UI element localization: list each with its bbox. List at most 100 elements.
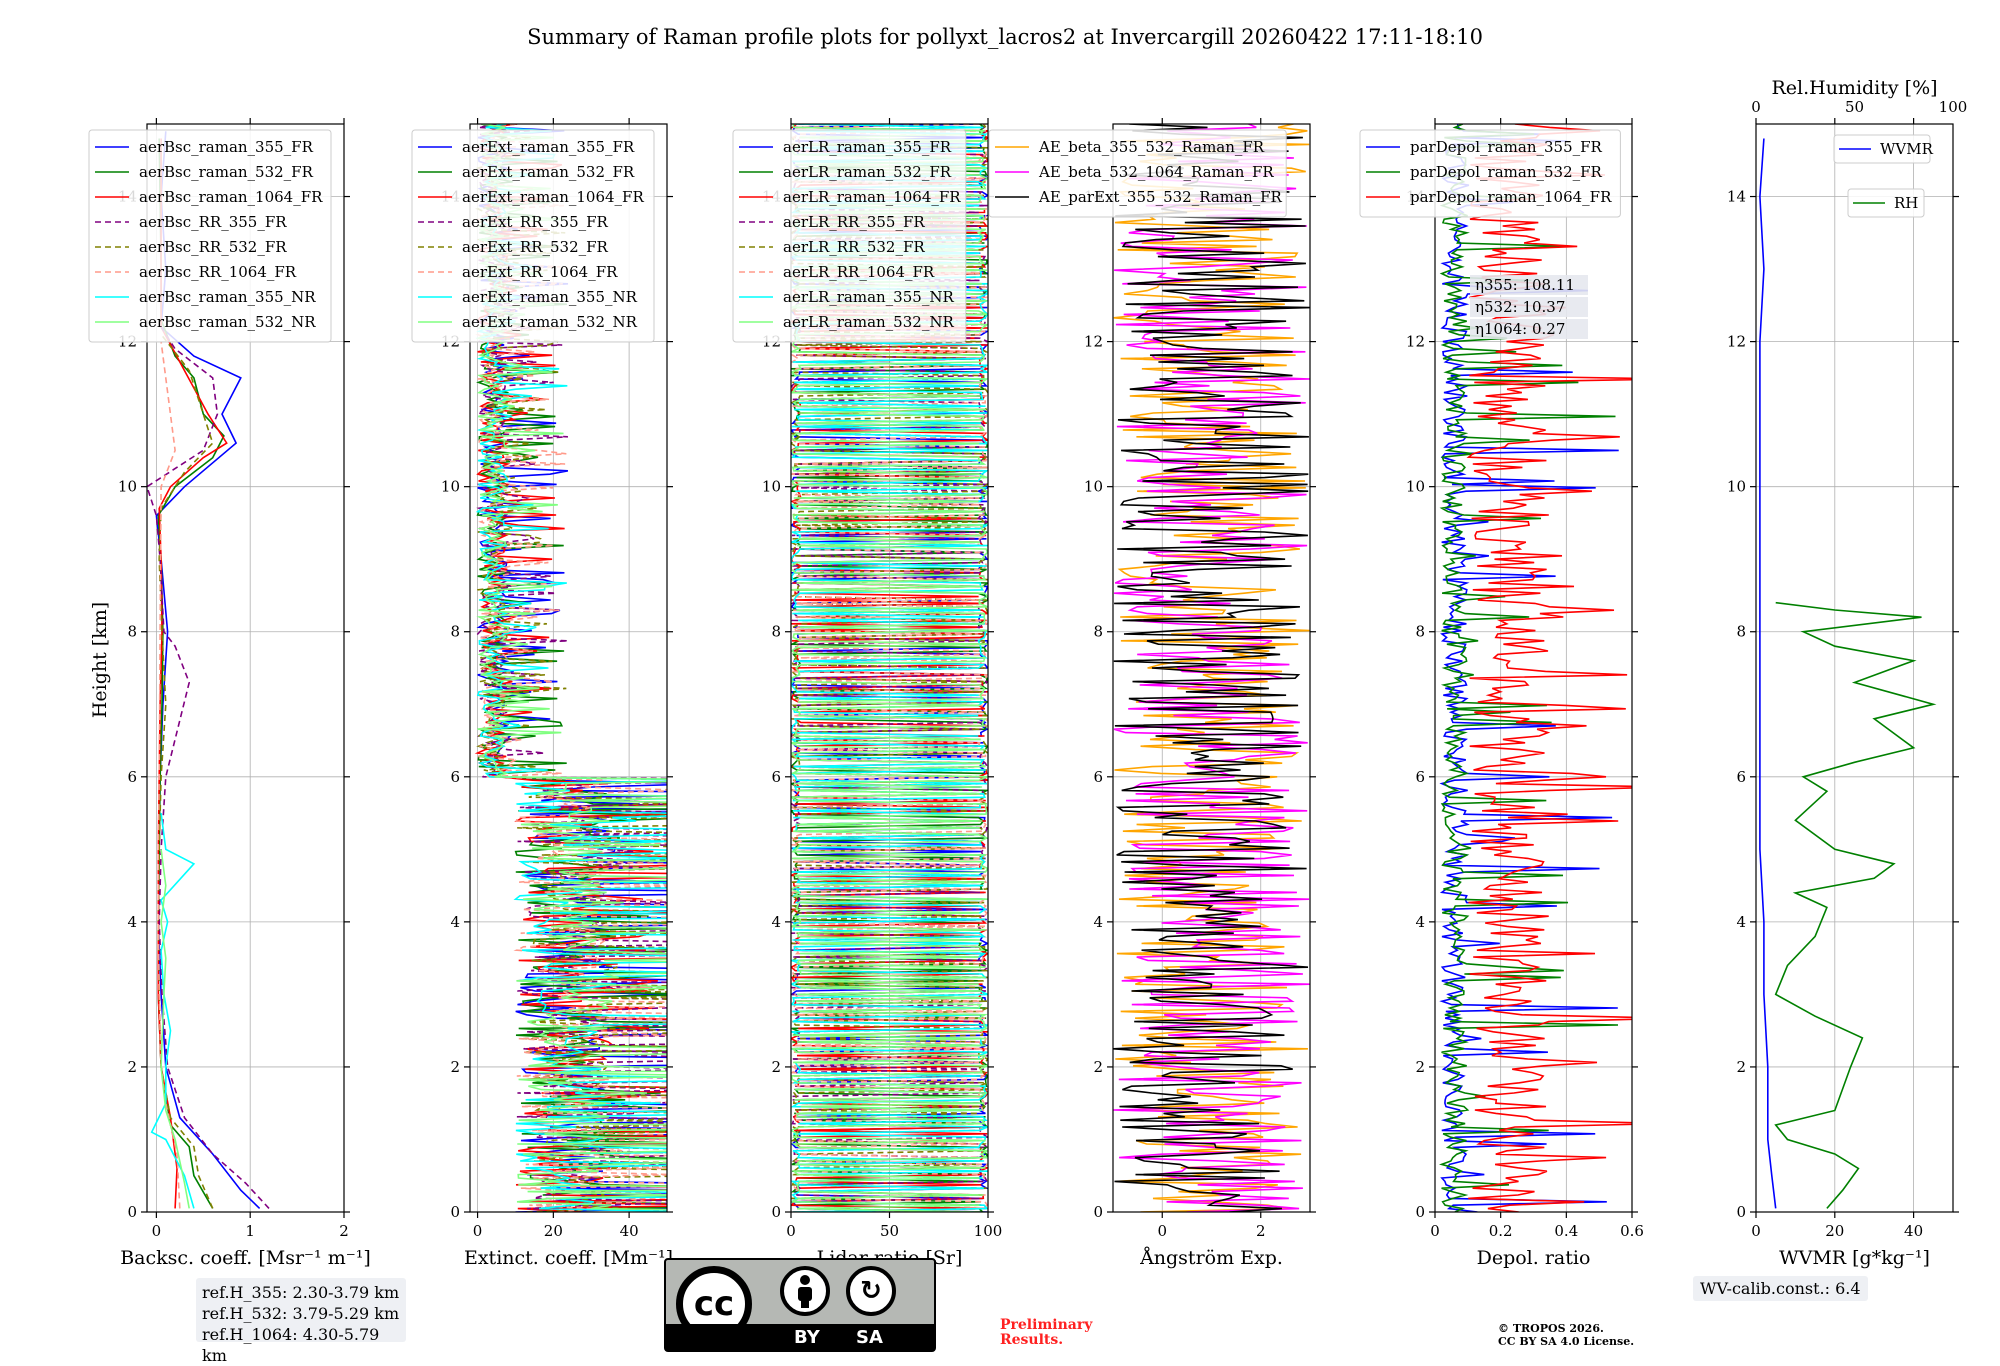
top-tick-label: 0: [1751, 98, 1761, 116]
legend: parDepol_raman_355_FR parDepol_raman_532_…: [1359, 129, 1621, 218]
legend-label: aerExt_raman_355_FR: [462, 138, 635, 156]
y-tick-label: 2: [1415, 1058, 1425, 1076]
y-tick-label: 4: [1736, 913, 1746, 931]
legend-label: aerLR_RR_1064_FR: [783, 263, 935, 281]
legend-label: RH: [1894, 194, 1918, 212]
x-tick-label: 0: [152, 1222, 162, 1240]
wv-calibration-box: WV-calib.const.: 6.4: [1693, 1276, 1868, 1301]
legend-label: aerBsc_raman_355_NR: [139, 288, 316, 306]
x-tick-label: 40: [620, 1222, 639, 1240]
legend: aerLR_raman_355_FR aerLR_raman_532_FR aerL…: [732, 129, 967, 343]
attribution-person-icon: [780, 1266, 830, 1316]
y-tick-label: 4: [771, 913, 781, 931]
y-tick-label: 0: [771, 1203, 781, 1221]
preliminary-notice: Preliminary Results.: [1000, 1318, 1092, 1348]
y-tick-label: 6: [1736, 768, 1746, 786]
y-tick-label: 0: [1093, 1203, 1103, 1221]
legend-label: aerLR_raman_355_FR: [783, 138, 952, 156]
plot-area: [1113, 124, 1310, 1212]
y-tick-label: 8: [127, 623, 137, 641]
legend-label: aerBsc_raman_1064_FR: [139, 188, 323, 206]
legend-label: aerLR_raman_532_NR: [783, 313, 954, 331]
legend-box: [88, 129, 332, 343]
axes-frame: [146, 123, 345, 1213]
legend-label: aerBsc_RR_1064_FR: [139, 263, 297, 281]
y-tick-label: 6: [127, 768, 137, 786]
series-line-AE_parExt_355_532_Raman_FR: [1113, 124, 1310, 1212]
legend: AE_beta_355_532_Raman_FR AE_beta_532_1064…: [988, 129, 1287, 218]
x-tick-label: 40: [1904, 1222, 1923, 1240]
top-tick-label: 100: [1939, 98, 1968, 116]
series-line-aerBsc_RR_1064_FR: [157, 341, 181, 1209]
series-line-aerLR_raman_355_NR: [791, 124, 988, 1212]
panel-angstrom: 0246810121402Ångström Exp.AE_beta_355_53…: [988, 118, 1316, 1269]
legend-label: aerBsc_raman_532_FR: [139, 163, 314, 181]
y-tick-label: 4: [1415, 913, 1425, 931]
legend-label: aerBsc_raman_355_FR: [139, 138, 314, 156]
cc-badge-bar: [666, 1324, 934, 1350]
y-tick-label: 12: [1084, 333, 1103, 351]
legend-label: aerLR_raman_532_FR: [783, 163, 952, 181]
series-line-parDepol_raman_532_FR: [1438, 124, 1619, 1212]
x-tick-label: 0.4: [1554, 1222, 1578, 1240]
x-tick-label: 2: [1256, 1222, 1266, 1240]
y-tick-label: 6: [450, 768, 460, 786]
y-axis-label: Height [km]: [89, 602, 111, 718]
legend-label: aerBsc_raman_532_NR: [139, 313, 316, 331]
y-tick-label: 8: [1415, 623, 1425, 641]
y-tick-label: 0: [450, 1203, 460, 1221]
legend-label: aerBsc_RR_532_FR: [139, 238, 287, 256]
panel-extinction: 0246810121402040Extinct. coeff. [Mm⁻¹]ae…: [411, 118, 673, 1269]
panel-backscatter: 02468101214012Backsc. coeff. [Msr⁻¹ m⁻¹]…: [88, 118, 371, 1269]
y-tick-label: 6: [1415, 768, 1425, 786]
copyright-line-1: © TROPOS 2026.: [1498, 1322, 1604, 1335]
y-tick-label: 4: [1093, 913, 1103, 931]
plot-area: [1759, 138, 1937, 1209]
legend-label: WVMR: [1880, 140, 1934, 158]
eta-label: η355: 108.11: [1475, 276, 1575, 294]
y-tick-label: 8: [1736, 623, 1746, 641]
y-tick-label: 10: [1727, 478, 1746, 496]
series-line-aerBsc_raman_355_NR: [150, 812, 196, 1209]
legend-label: aerExt_RR_355_FR: [462, 213, 609, 231]
x-axis-label: Backsc. coeff. [Msr⁻¹ m⁻¹]: [120, 1247, 371, 1269]
y-tick-label: 8: [771, 623, 781, 641]
series-line-WVMR: [1759, 138, 1777, 1209]
figure-title: Summary of Raman profile plots for polly…: [527, 25, 1483, 49]
legend-label: parDepol_raman_1064_FR: [1410, 188, 1612, 206]
y-tick-label: 4: [450, 913, 460, 931]
x-tick-label: 2: [339, 1222, 349, 1240]
y-tick-label: 12: [1406, 333, 1425, 351]
legend-box: [1847, 188, 1925, 218]
legend-label: aerExt_RR_1064_FR: [462, 263, 618, 281]
legend-box: [732, 129, 967, 343]
legend-box: [1833, 134, 1931, 164]
top-tick-label: 50: [1845, 98, 1864, 116]
x-tick-label: 0: [786, 1222, 796, 1240]
legend-label: parDepol_raman_355_FR: [1410, 138, 1603, 156]
x-axis-label: Extinct. coeff. [Mm⁻¹]: [464, 1247, 673, 1269]
legend-label: aerLR_RR_355_FR: [783, 213, 925, 231]
axes-frame: [1112, 123, 1311, 1213]
reference-height-box: ref.H_355: 2.30-3.79 km ref.H_532: 3.79-…: [196, 1278, 406, 1365]
eta-label: η1064: 0.27: [1475, 320, 1565, 338]
panel-lidar_ratio: 02468101214050100Lidar ratio [Sr]aerLR_r…: [732, 118, 1003, 1269]
x-axis-label: Ångström Exp.: [1139, 1247, 1283, 1269]
y-tick-label: 4: [127, 913, 137, 931]
y-tick-label: 2: [450, 1058, 460, 1076]
panels: 02468101214012Backsc. coeff. [Msr⁻¹ m⁻¹]…: [88, 77, 1968, 1269]
top-axis-label: Rel.Humidity [%]: [1771, 77, 1937, 99]
legend-label: aerExt_raman_355_NR: [462, 288, 638, 306]
x-tick-label: 0.6: [1620, 1222, 1644, 1240]
preliminary-line-2: Results.: [1000, 1332, 1064, 1348]
x-tick-label: 100: [974, 1222, 1003, 1240]
legend-RH: RH: [1847, 188, 1925, 218]
legend-label: aerExt_RR_532_FR: [462, 238, 609, 256]
x-tick-label: 50: [880, 1222, 899, 1240]
copyright-line-2: CC BY SA 4.0 License.: [1498, 1335, 1635, 1348]
legend-WVMR: WVMR: [1833, 134, 1934, 164]
y-tick-label: 10: [1084, 478, 1103, 496]
y-tick-label: 2: [127, 1058, 137, 1076]
legend-label: aerLR_raman_355_NR: [783, 288, 954, 306]
y-tick-label: 0: [1736, 1203, 1746, 1221]
